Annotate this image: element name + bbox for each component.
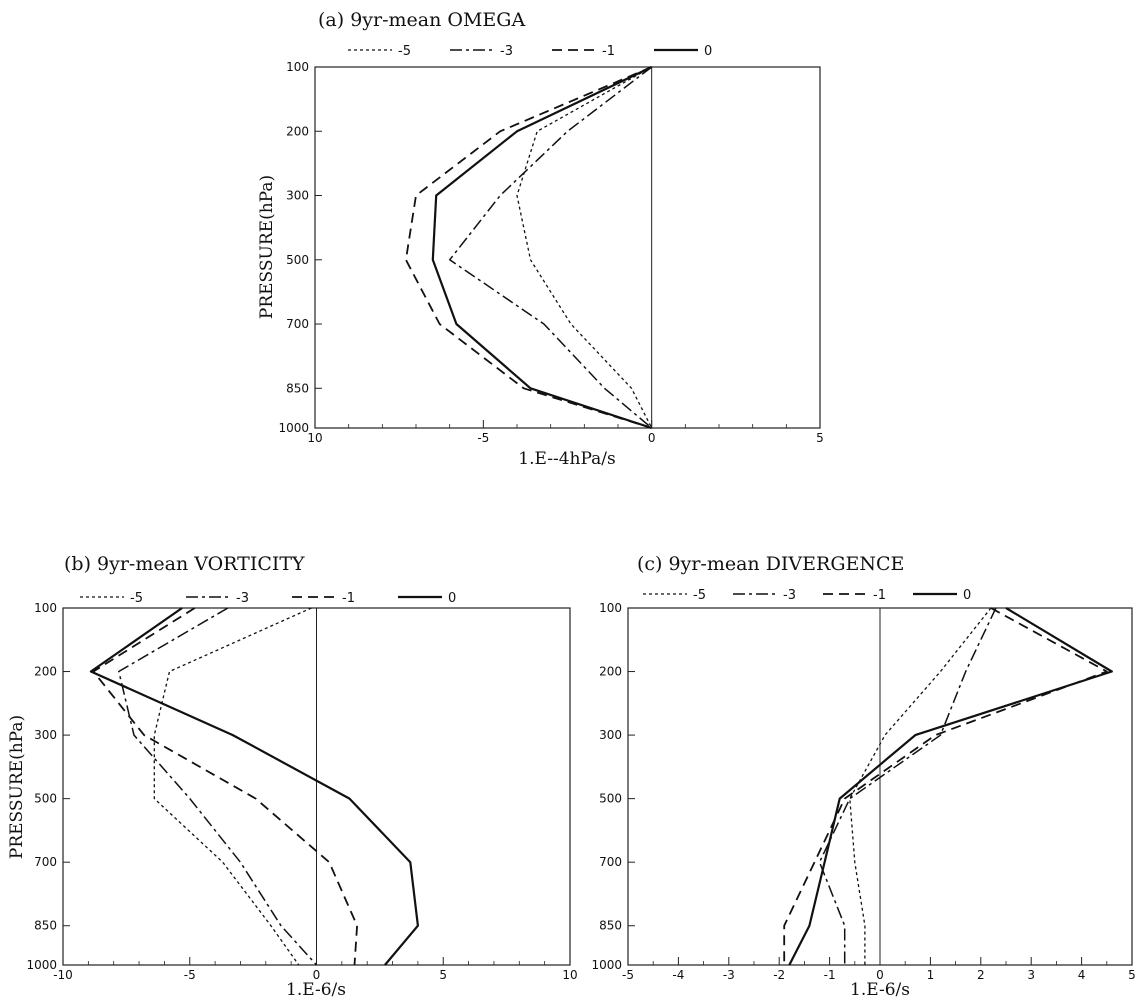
x-tick-label: -1: [824, 968, 836, 982]
x-tick-label: -5: [477, 431, 489, 445]
legend-label: -3: [783, 588, 796, 603]
y-tick-label: 200: [286, 124, 309, 138]
x-tick-label: 10: [562, 968, 577, 982]
y-tick-label: 200: [34, 665, 57, 679]
x-tick-label: -5: [184, 968, 196, 982]
series-line-dashed: [92, 607, 359, 966]
y-tick-label: 850: [34, 919, 57, 933]
y-tick-label: 500: [286, 253, 309, 267]
panel-divergence: (c) 9yr-mean DIVERGENCE -5 -3 -1 0 100 200 300 5…: [591, 553, 1135, 1000]
y-tick-label: 200: [599, 665, 622, 679]
y-tick-label: 1000: [26, 958, 57, 972]
chart-title: (a) 9yr-mean OMEGA: [318, 9, 525, 31]
y-tick-label: 100: [34, 601, 57, 615]
x-tick-label: 4: [1078, 968, 1086, 982]
panel-vorticity: (b) 9yr-mean VORTICITY-5 -3 -1 010020030050…: [7, 553, 578, 1000]
y-tick-label: 100: [599, 601, 622, 615]
y-tick-label: 1000: [278, 421, 309, 435]
series-line-solid: [431, 66, 653, 430]
x-axis-label: 1.E--4hPa/s: [518, 449, 615, 469]
x-tick-label: 5: [439, 968, 447, 982]
x-tick-label: -4: [672, 968, 684, 982]
chart-title: (c) 9yr-mean DIVERGENCE: [637, 553, 904, 575]
y-tick-label: 500: [599, 792, 622, 806]
series-line-dashdot: [818, 607, 997, 965]
y-tick-label: 700: [599, 855, 622, 869]
x-axis-label: 1.E-6/s: [850, 980, 910, 1000]
series-line-solid: [788, 607, 1113, 966]
y-tick-label: 1000: [591, 958, 622, 972]
y-tick-label: 850: [286, 381, 309, 395]
legend-label: -3: [500, 44, 513, 59]
legend-label: -3: [236, 591, 249, 606]
x-tick-label: 5: [1128, 968, 1136, 982]
x-tick-label: -2: [773, 968, 785, 982]
y-tick-label: 850: [599, 919, 622, 933]
legend-label: -1: [873, 588, 886, 603]
chart-title: (b) 9yr-mean VORTICITY: [64, 553, 305, 575]
y-tick-label: 700: [286, 317, 309, 331]
x-tick-label: -10: [53, 968, 73, 982]
series-line-dashdot: [448, 66, 653, 429]
y-axis-label: PRESSURE(hPa): [7, 715, 27, 859]
x-tick-label: -3: [723, 968, 735, 982]
legend-label: 0: [704, 44, 712, 59]
series-line-dashdot: [118, 607, 318, 966]
legend-label: 0: [963, 588, 971, 603]
x-tick-label: -5: [622, 968, 634, 982]
x-tick-label: 2: [977, 968, 985, 982]
x-tick-label: 5: [816, 431, 824, 445]
x-tick-label: 0: [876, 968, 884, 982]
y-tick-label: 300: [599, 728, 622, 742]
series-line-dotted: [849, 607, 992, 965]
legend-label: -5: [693, 588, 706, 603]
series-line-dotted: [516, 66, 653, 429]
y-tick-label: 700: [34, 855, 57, 869]
y-tick-label: 100: [286, 60, 309, 74]
panel-omega: (a) 9yr-mean OMEGA-5 -3 -1 0100200300500700…: [257, 9, 824, 469]
y-tick-label: 300: [34, 728, 57, 742]
series-line-solid: [89, 607, 419, 966]
legend-label: 0: [448, 591, 456, 606]
x-axis-label: 1.E-6/s: [286, 980, 346, 1000]
y-tick-label: 500: [34, 792, 57, 806]
x-tick-label: 0: [648, 431, 656, 445]
legend-label: -5: [130, 591, 143, 606]
series-line-dashed: [783, 607, 1108, 965]
x-tick-label: 1: [927, 968, 935, 982]
y-axis-label: PRESSURE(hPa): [257, 175, 277, 319]
plot-frame: [314, 66, 821, 429]
x-tick-label: 10: [307, 431, 322, 445]
series-line-dashed: [404, 66, 653, 429]
x-tick-label: 3: [1027, 968, 1035, 982]
legend-label: -1: [342, 591, 355, 606]
series-line-dotted: [153, 607, 312, 966]
legend-label: -5: [398, 44, 411, 59]
x-tick-label: 0: [313, 968, 321, 982]
legend-label: -1: [602, 44, 615, 59]
y-tick-label: 300: [286, 189, 309, 203]
